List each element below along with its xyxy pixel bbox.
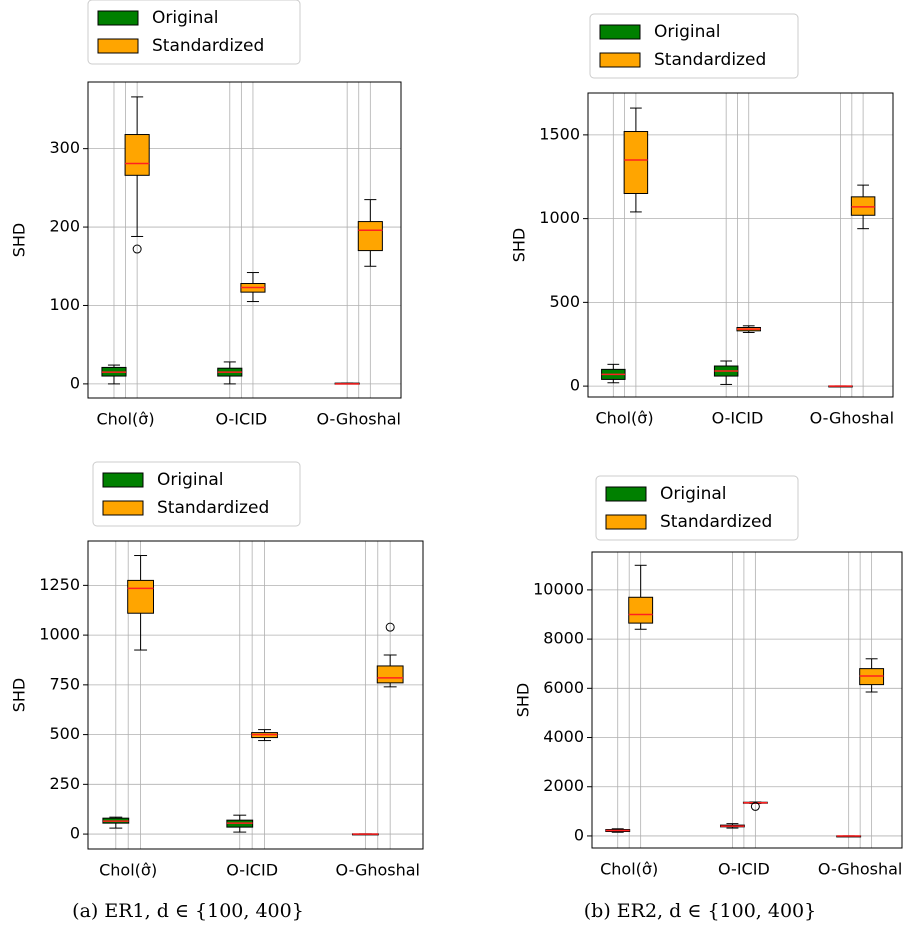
x-tick-label: O-Ghoshal — [818, 860, 902, 879]
x-tick-label: Chol(σ̂) — [600, 860, 658, 879]
y-axis-label: SHD — [510, 228, 529, 263]
y-axis-label: SHD — [514, 683, 533, 718]
y-tick-label: 500 — [49, 724, 80, 743]
legend-label: Original — [660, 484, 727, 504]
x-tick-label: O-Ghoshal — [336, 861, 420, 880]
legend-label: Standardized — [654, 50, 766, 70]
legend-label: Original — [157, 470, 224, 490]
chart: 0 100 200 300 Chol(σ̂) O-ICID O-Ghoshal SHD Orig… — [10, 0, 402, 429]
x-tick-label: O-ICID — [215, 410, 267, 429]
legend-swatch — [102, 472, 144, 488]
y-tick-label: 500 — [549, 292, 580, 311]
y-tick-label: 0 — [70, 373, 80, 392]
legend-label: Standardized — [157, 498, 269, 518]
x-tick-label: Chol(σ̂) — [99, 861, 157, 880]
legend-swatch — [102, 500, 144, 516]
legend-swatch — [97, 10, 139, 26]
legend-swatch — [599, 24, 641, 40]
legend-label: Original — [152, 8, 219, 28]
y-tick-label: 2000 — [543, 776, 584, 795]
legend-swatch — [97, 38, 139, 54]
box — [850, 196, 876, 216]
box — [124, 134, 150, 176]
box — [628, 596, 654, 624]
caption: (a) ER1, d ∈ {100, 400} — [72, 900, 304, 922]
y-tick-label: 100 — [49, 295, 80, 314]
plot-frame — [591, 551, 903, 849]
y-tick-label: 1500 — [539, 124, 580, 143]
y-tick-label: 0 — [70, 824, 80, 843]
caption: (b) ER2, d ∈ {100, 400} — [584, 900, 816, 922]
y-tick-label: 0 — [570, 376, 580, 395]
y-tick-label: 1000 — [539, 208, 580, 227]
x-tick-label: O-Ghoshal — [810, 409, 894, 428]
x-tick-label: O-ICID — [226, 861, 278, 880]
x-tick-label: O-ICID — [718, 860, 770, 879]
box — [623, 131, 649, 194]
y-tick-label: 0 — [574, 825, 584, 844]
y-tick-label: 200 — [49, 217, 80, 236]
y-axis-label: SHD — [10, 223, 29, 258]
x-tick-label: O-ICID — [712, 409, 764, 428]
y-tick-label: 1000 — [39, 625, 80, 644]
x-tick-label: O-Ghoshal — [317, 410, 401, 429]
y-axis-label: SHD — [10, 678, 29, 713]
chart: 0 2000 4000 6000 8000 10000 Chol(σ̂) O-ICID O-Gh… — [514, 475, 903, 879]
legend-frame — [87, 0, 301, 65]
y-tick-label: 750 — [49, 674, 80, 693]
legend-label: Original — [654, 22, 721, 42]
outlier — [750, 801, 760, 811]
chart: 0 250 500 750 1000 1250 Chol(σ̂) O-ICID O-Ghosha… — [10, 461, 424, 880]
plot-frame — [587, 92, 894, 398]
box — [357, 221, 383, 252]
legend-swatch — [599, 52, 641, 68]
x-tick-label: Chol(σ̂) — [596, 409, 654, 428]
legend-frame — [589, 13, 799, 79]
box — [127, 579, 154, 614]
y-tick-label: 4000 — [543, 727, 584, 746]
legend-frame — [92, 461, 301, 527]
legend-swatch — [605, 514, 647, 530]
y-tick-label: 6000 — [543, 678, 584, 697]
y-tick-label: 10000 — [533, 579, 584, 598]
box — [376, 665, 404, 684]
x-tick-label: Chol(σ̂) — [96, 410, 154, 429]
plot-frame — [87, 81, 402, 399]
legend-label: Standardized — [152, 36, 264, 56]
outlier — [385, 622, 395, 632]
chart: 0 500 1000 1500 Chol(σ̂) O-ICID O-Ghoshal SHD Or… — [510, 13, 894, 428]
legend-swatch — [605, 486, 647, 502]
outlier — [132, 244, 142, 254]
y-tick-label: 1250 — [39, 575, 80, 594]
y-tick-label: 8000 — [543, 629, 584, 648]
plot-frame — [87, 540, 424, 850]
y-tick-label: 250 — [49, 774, 80, 793]
legend-label: Standardized — [660, 512, 772, 532]
y-tick-label: 300 — [49, 138, 80, 157]
